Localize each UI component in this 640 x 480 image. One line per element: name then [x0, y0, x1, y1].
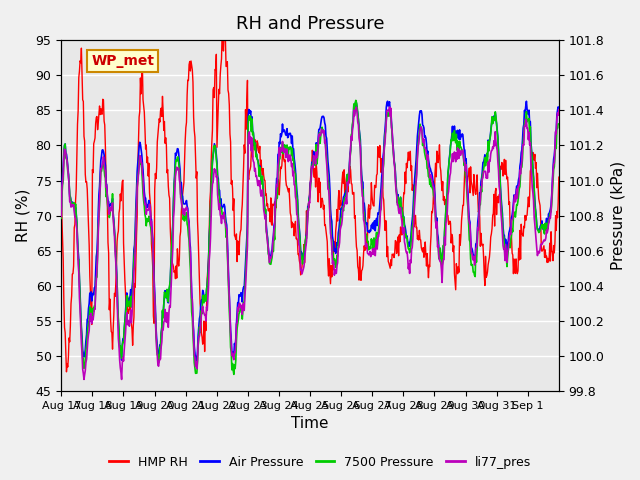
Title: RH and Pressure: RH and Pressure: [236, 15, 384, 33]
Text: WP_met: WP_met: [91, 54, 154, 68]
Legend: HMP RH, Air Pressure, 7500 Pressure, li77_pres: HMP RH, Air Pressure, 7500 Pressure, li7…: [104, 451, 536, 474]
Y-axis label: RH (%): RH (%): [15, 189, 30, 242]
X-axis label: Time: Time: [291, 417, 329, 432]
Y-axis label: Pressure (kPa): Pressure (kPa): [610, 161, 625, 270]
